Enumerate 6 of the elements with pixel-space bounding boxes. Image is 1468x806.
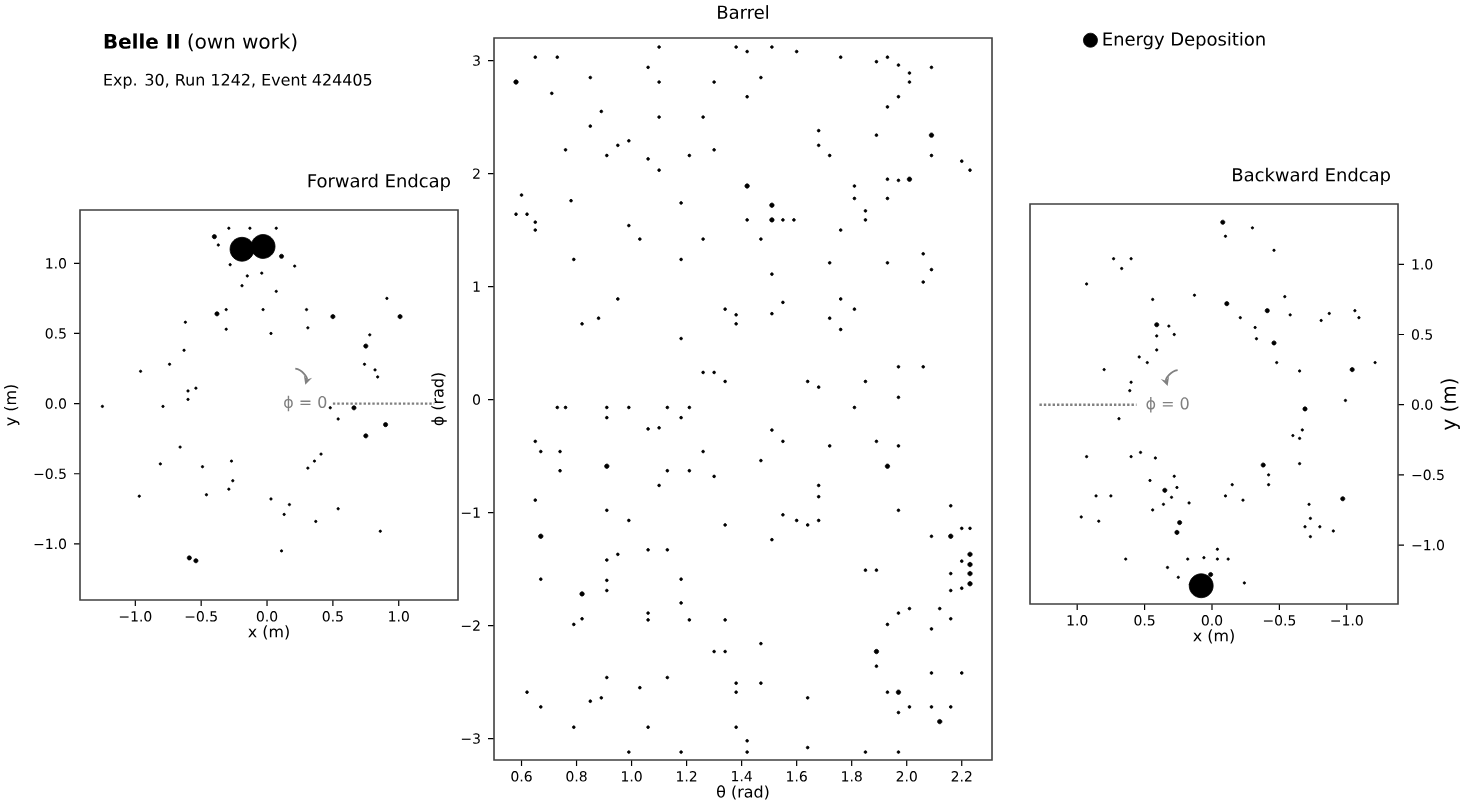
chart-title: Backward Endcap	[1233, 167, 1391, 185]
text: Belle II (own work)	[104, 33, 297, 52]
y-axis-title: y (m)	[1440, 379, 1460, 430]
chart-title: Forward Endcap	[308, 173, 450, 191]
legend-label: Energy Deposition	[1103, 31, 1265, 50]
chart-title: Barrel	[718, 5, 769, 19]
